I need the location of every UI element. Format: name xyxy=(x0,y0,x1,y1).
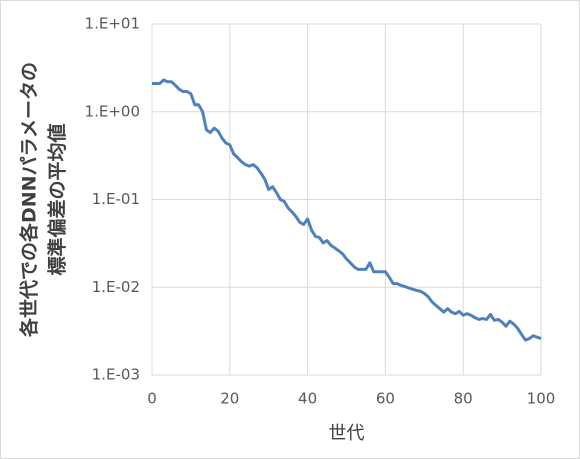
x-axis-title: 世代 xyxy=(329,423,365,444)
x-tick-label: 80 xyxy=(454,390,473,408)
y-tick-label: 1.E-02 xyxy=(92,278,140,296)
x-tick-label: 0 xyxy=(147,390,157,408)
y-tick-label: 1.E+01 xyxy=(85,15,140,33)
x-tick-label: 20 xyxy=(220,390,239,408)
x-tick-label: 40 xyxy=(298,390,317,408)
data-line xyxy=(152,78,542,342)
x-tick-label: 100 xyxy=(527,390,556,408)
y-tick-label: 1.E+00 xyxy=(85,102,140,120)
y-tick-label: 1.E-03 xyxy=(92,366,140,384)
y-tick-label: 1.E-01 xyxy=(92,190,140,208)
y-axis-title: 各世代での各DNNパラメータの xyxy=(18,62,41,338)
x-tick-label: 60 xyxy=(376,390,395,408)
y-axis-title: 標準偏差の平均値 xyxy=(46,123,69,275)
